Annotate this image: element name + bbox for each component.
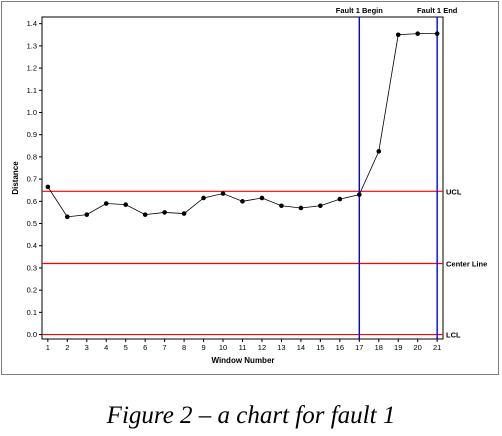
data-point (259, 195, 265, 201)
y-tick-label: 0.4 (27, 241, 37, 250)
y-tick-label: 1.0 (27, 108, 37, 117)
y-tick-label: 1.4 (27, 19, 37, 28)
x-tick-label: 4 (104, 343, 108, 352)
data-point (220, 191, 226, 196)
data-point (103, 201, 109, 206)
plot-frame (41, 16, 444, 340)
x-tick-label: 7 (163, 343, 167, 352)
data-point (356, 192, 362, 197)
data-point (201, 195, 206, 201)
x-tick-label: 20 (414, 343, 422, 352)
y-tick-label: 0.1 (27, 308, 37, 317)
data-point (181, 211, 187, 216)
x-tick-label: 16 (336, 343, 344, 352)
x-tick-label: 6 (143, 343, 147, 352)
data-point (123, 202, 129, 207)
data-point (65, 214, 70, 220)
data-point (415, 31, 420, 36)
data-point (84, 212, 90, 217)
x-tick-label: 14 (297, 343, 305, 352)
data-point (240, 199, 245, 204)
x-tick-label: 17 (355, 343, 363, 352)
data-point (318, 203, 323, 209)
x-tick-label: 10 (219, 343, 227, 352)
y-tick-label: 0.9 (27, 130, 37, 139)
control-limit-label: Center Line (446, 259, 487, 268)
y-tick-label: 1.3 (27, 41, 37, 50)
x-tick-label: 2 (65, 343, 69, 352)
data-point (279, 203, 284, 209)
x-tick-label: 5 (124, 343, 128, 352)
figure-caption: Figure 2 – a chart for fault 1 (106, 402, 396, 429)
data-point (298, 205, 304, 211)
y-axis-title: Distance (11, 161, 20, 195)
y-tick-label: 0.6 (27, 197, 37, 206)
x-tick-label: 9 (201, 343, 205, 352)
x-tick-label: 8 (182, 343, 186, 352)
control-limit-label: LCL (446, 331, 461, 340)
y-tick-label: 0.3 (27, 263, 37, 272)
x-tick-label: 15 (316, 343, 324, 352)
x-tick-label: 3 (85, 343, 89, 352)
x-tick-label: 21 (433, 343, 441, 352)
x-tick-label: 18 (375, 343, 383, 352)
data-point (395, 32, 401, 38)
y-tick-label: 0.7 (27, 175, 37, 184)
data-point (376, 149, 382, 154)
data-point (337, 196, 343, 202)
fault-marker-label: Fault 1 End (417, 6, 458, 15)
x-tick-label: 19 (394, 343, 402, 352)
data-point (434, 31, 440, 36)
y-tick-label: 0.5 (27, 219, 37, 228)
x-tick-label: 12 (258, 343, 266, 352)
x-tick-label: 13 (277, 343, 285, 352)
y-tick-label: 1.2 (27, 64, 37, 73)
data-point (142, 212, 148, 217)
x-axis-title: Window Number (211, 356, 274, 365)
x-tick-label: 11 (239, 343, 247, 352)
x-tick-label: 1 (46, 343, 50, 352)
y-tick-label: 0.0 (27, 330, 37, 339)
fault-marker-label: Fault 1 Begin (336, 6, 384, 15)
y-tick-label: 0.8 (27, 152, 37, 161)
y-tick-label: 1.1 (27, 86, 37, 95)
data-point (162, 210, 167, 215)
control-limit-label: UCL (446, 187, 462, 196)
figure-frame (1, 1, 499, 375)
data-point (45, 184, 51, 190)
y-tick-label: 0.2 (27, 286, 37, 295)
series-line (47, 33, 438, 218)
